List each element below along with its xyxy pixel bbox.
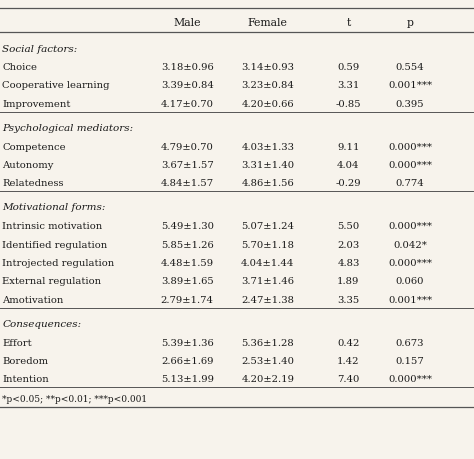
Text: 3.71±1.46: 3.71±1.46 [241,278,294,286]
Text: 5.39±1.36: 5.39±1.36 [161,338,214,347]
Text: 4.04: 4.04 [337,161,360,170]
Text: 0.042*: 0.042* [393,241,427,250]
Text: 0.000***: 0.000*** [388,142,432,151]
Text: Consequences:: Consequences: [2,320,82,329]
Text: Social factors:: Social factors: [2,45,78,54]
Text: Amotivation: Amotivation [2,296,64,305]
Text: 4.20±2.19: 4.20±2.19 [241,375,294,385]
Text: 0.060: 0.060 [396,278,424,286]
Text: 3.39±0.84: 3.39±0.84 [161,82,214,90]
Text: 2.53±1.40: 2.53±1.40 [241,357,294,366]
Text: Competence: Competence [2,142,66,151]
Text: 4.48±1.59: 4.48±1.59 [161,259,214,268]
Text: 3.18±0.96: 3.18±0.96 [161,63,214,72]
Text: Intention: Intention [2,375,49,385]
Text: 2.79±1.74: 2.79±1.74 [161,296,214,305]
Text: 2.47±1.38: 2.47±1.38 [241,296,294,305]
Text: 5.85±1.26: 5.85±1.26 [161,241,214,250]
Text: Identified regulation: Identified regulation [2,241,108,250]
Text: *p<0.05; **p<0.01; ***p<0.001: *p<0.05; **p<0.01; ***p<0.001 [2,394,147,403]
Text: Male: Male [173,18,201,28]
Text: 0.000***: 0.000*** [388,222,432,231]
Text: 3.67±1.57: 3.67±1.57 [161,161,214,170]
Text: Relatedness: Relatedness [2,179,64,189]
Text: Motivational forms:: Motivational forms: [2,203,106,213]
Text: 5.36±1.28: 5.36±1.28 [241,338,294,347]
Text: 0.59: 0.59 [337,63,359,72]
Text: 0.000***: 0.000*** [388,259,432,268]
Text: 3.89±1.65: 3.89±1.65 [161,278,214,286]
Text: 0.000***: 0.000*** [388,375,432,385]
Text: 0.42: 0.42 [337,338,360,347]
Text: Psychological mediators:: Psychological mediators: [2,124,134,133]
Text: 4.20±0.66: 4.20±0.66 [241,100,294,109]
Text: 4.04±1.44: 4.04±1.44 [241,259,294,268]
Text: Cooperative learning: Cooperative learning [2,82,110,90]
Text: 4.79±0.70: 4.79±0.70 [161,142,214,151]
Text: 0.395: 0.395 [396,100,424,109]
Text: 3.23±0.84: 3.23±0.84 [241,82,294,90]
Text: Female: Female [248,18,288,28]
Text: 5.70±1.18: 5.70±1.18 [241,241,294,250]
Text: 3.14±0.93: 3.14±0.93 [241,63,294,72]
Text: Introjected regulation: Introjected regulation [2,259,115,268]
Text: Improvement: Improvement [2,100,71,109]
Text: 5.49±1.30: 5.49±1.30 [161,222,214,231]
Text: 5.13±1.99: 5.13±1.99 [161,375,214,385]
Text: 3.31: 3.31 [337,82,360,90]
Text: 0.673: 0.673 [396,338,424,347]
Text: 4.83: 4.83 [337,259,360,268]
Text: 1.89: 1.89 [337,278,360,286]
Text: 0.774: 0.774 [396,179,424,189]
Text: 3.31±1.40: 3.31±1.40 [241,161,294,170]
Text: 1.42: 1.42 [337,357,360,366]
Text: Boredom: Boredom [2,357,48,366]
Text: Intrinsic motivation: Intrinsic motivation [2,222,102,231]
Text: 2.03: 2.03 [337,241,359,250]
Text: t: t [346,18,350,28]
Text: External regulation: External regulation [2,278,101,286]
Text: Choice: Choice [2,63,37,72]
Text: 9.11: 9.11 [337,142,360,151]
Text: 0.001***: 0.001*** [388,82,432,90]
Text: 0.000***: 0.000*** [388,161,432,170]
Text: p: p [407,18,413,28]
Text: Effort: Effort [2,338,32,347]
Text: 3.35: 3.35 [337,296,359,305]
Text: 4.17±0.70: 4.17±0.70 [161,100,214,109]
Text: 5.50: 5.50 [337,222,359,231]
Text: Autonomy: Autonomy [2,161,54,170]
Text: 0.001***: 0.001*** [388,296,432,305]
Text: 0.157: 0.157 [396,357,424,366]
Text: -0.85: -0.85 [336,100,361,109]
Text: -0.29: -0.29 [336,179,361,189]
Text: 4.03±1.33: 4.03±1.33 [241,142,294,151]
Text: 4.86±1.56: 4.86±1.56 [241,179,294,189]
Text: 2.66±1.69: 2.66±1.69 [161,357,213,366]
Text: 4.84±1.57: 4.84±1.57 [161,179,214,189]
Text: 0.554: 0.554 [396,63,424,72]
Text: 7.40: 7.40 [337,375,360,385]
Text: 5.07±1.24: 5.07±1.24 [241,222,294,231]
